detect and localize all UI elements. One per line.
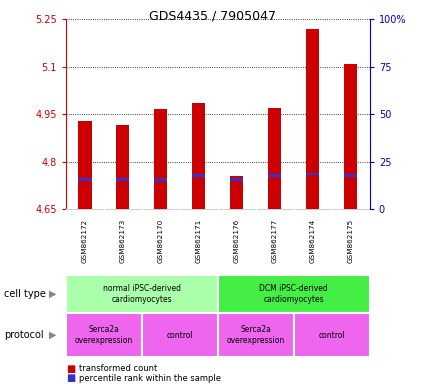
Bar xyxy=(218,275,370,313)
Bar xyxy=(230,178,244,181)
Text: GSM862176: GSM862176 xyxy=(234,218,240,263)
Text: transformed count: transformed count xyxy=(79,364,157,373)
Text: percentile rank within the sample: percentile rank within the sample xyxy=(79,374,221,383)
Bar xyxy=(230,176,244,209)
Bar xyxy=(116,178,130,181)
Text: ■: ■ xyxy=(66,373,75,383)
Text: GSM862170: GSM862170 xyxy=(158,218,164,263)
Bar xyxy=(154,109,167,209)
Text: GSM862175: GSM862175 xyxy=(348,218,354,263)
Bar xyxy=(154,178,167,181)
Text: GSM862173: GSM862173 xyxy=(120,218,126,263)
Text: ▶: ▶ xyxy=(49,330,57,340)
Bar xyxy=(218,313,294,357)
Bar xyxy=(306,172,320,175)
Text: protocol: protocol xyxy=(4,330,44,340)
Bar xyxy=(306,29,320,209)
Bar xyxy=(66,313,142,357)
Bar xyxy=(344,63,357,209)
Bar xyxy=(192,103,205,209)
Bar xyxy=(66,275,218,313)
Text: GSM862174: GSM862174 xyxy=(310,218,316,263)
Bar xyxy=(344,174,357,177)
Bar xyxy=(116,125,130,209)
Text: Serca2a
overexpression: Serca2a overexpression xyxy=(75,325,133,345)
Bar xyxy=(268,174,281,177)
Text: control: control xyxy=(318,331,345,339)
Text: GSM862172: GSM862172 xyxy=(82,218,88,263)
Text: ▶: ▶ xyxy=(49,289,57,299)
Text: GDS4435 / 7905047: GDS4435 / 7905047 xyxy=(149,10,276,23)
Bar xyxy=(294,313,370,357)
Bar xyxy=(78,121,91,209)
Bar xyxy=(192,174,205,177)
Bar xyxy=(142,313,218,357)
Text: control: control xyxy=(167,331,193,339)
Text: ■: ■ xyxy=(66,364,75,374)
Text: cell type: cell type xyxy=(4,289,46,299)
Text: Serca2a
overexpression: Serca2a overexpression xyxy=(227,325,285,345)
Bar xyxy=(78,178,91,181)
Text: DCM iPSC-derived
cardiomyocytes: DCM iPSC-derived cardiomyocytes xyxy=(259,284,328,304)
Text: GSM862171: GSM862171 xyxy=(196,218,202,263)
Text: normal iPSC-derived
cardiomyocytes: normal iPSC-derived cardiomyocytes xyxy=(103,284,181,304)
Text: GSM862177: GSM862177 xyxy=(272,218,278,263)
Bar xyxy=(268,108,281,209)
